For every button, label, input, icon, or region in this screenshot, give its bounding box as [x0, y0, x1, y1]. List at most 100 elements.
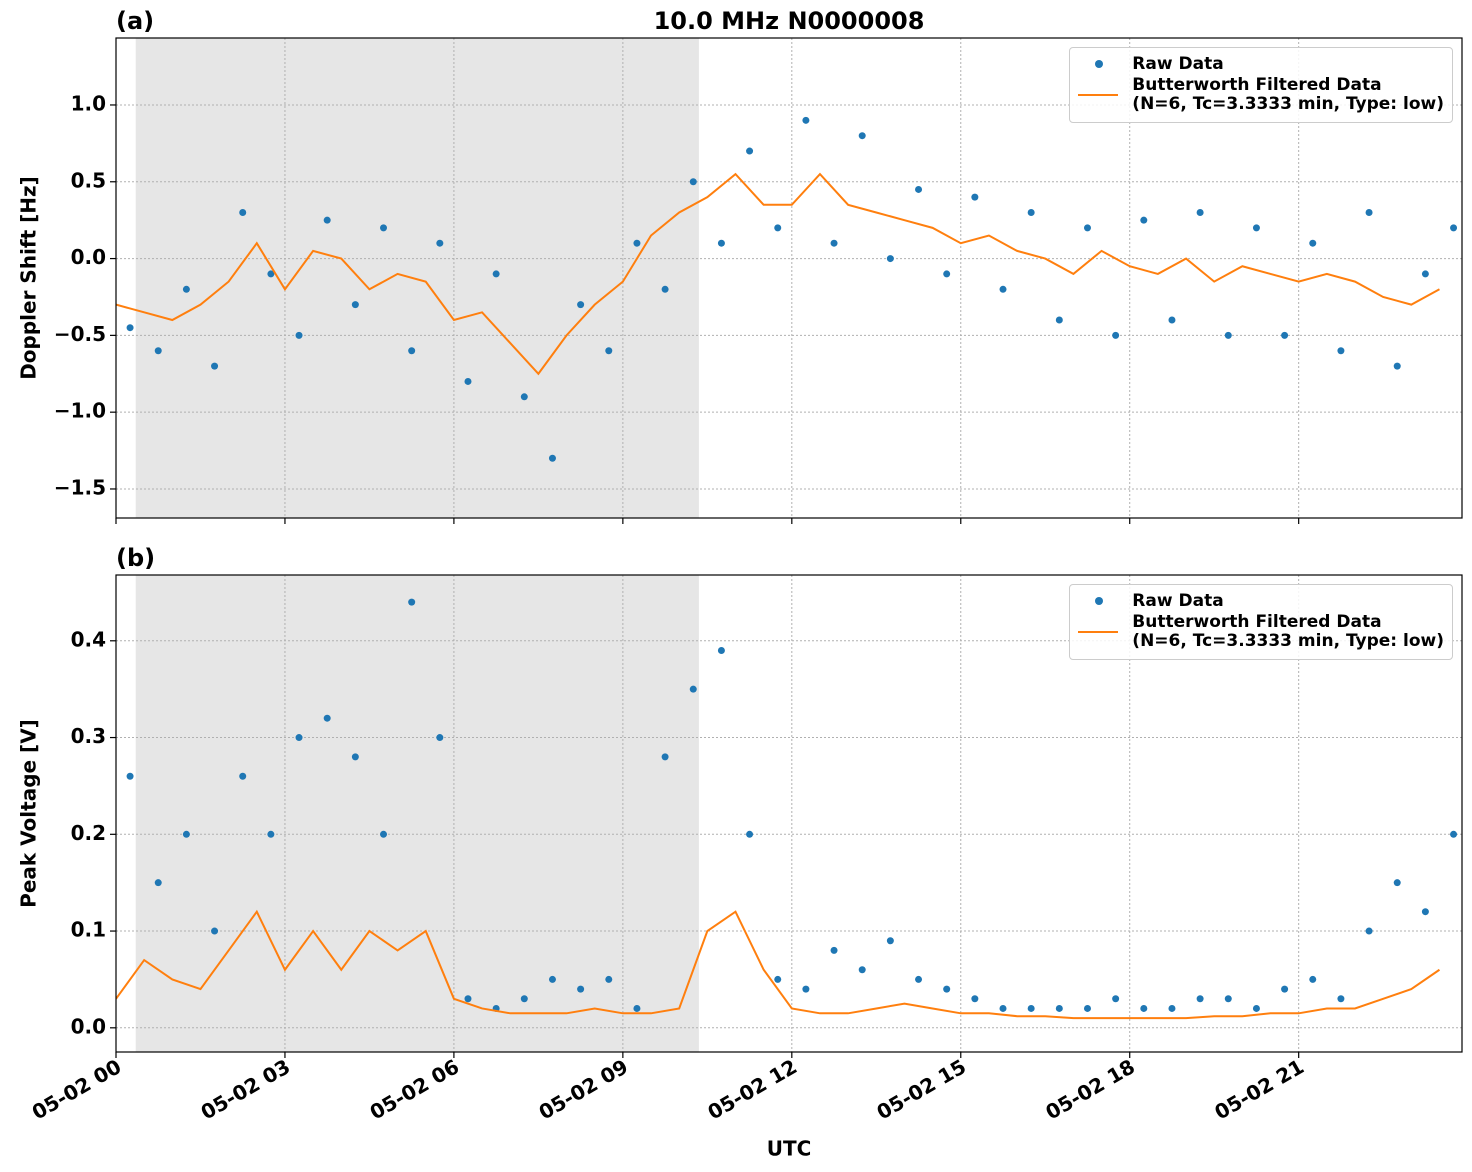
legend-key: [1078, 54, 1120, 74]
raw-point: [1055, 316, 1063, 324]
raw-point: [126, 324, 134, 332]
raw-point: [267, 270, 275, 278]
legend-key: [1078, 622, 1120, 642]
raw-point: [605, 347, 613, 355]
legend-line: [1078, 631, 1119, 633]
raw-point: [520, 995, 528, 1003]
raw-point: [605, 975, 613, 983]
raw-point: [1309, 975, 1317, 983]
x-tick-label: 05-02 00: [28, 1054, 126, 1124]
raw-point: [886, 937, 894, 945]
raw-point: [1365, 208, 1373, 216]
raw-point: [1224, 995, 1232, 1003]
raw-point: [689, 685, 697, 693]
raw-point: [943, 270, 951, 278]
legend: Raw Data Butterworth Filtered Data (N=6, …: [1069, 584, 1453, 660]
y-tick-label: 1.0: [71, 91, 106, 115]
raw-point: [999, 285, 1007, 293]
y-axis-label: Peak Voltage [V]: [17, 719, 41, 908]
raw-point: [267, 830, 275, 838]
raw-point: [351, 753, 359, 761]
legend-line: [1078, 94, 1119, 96]
night-shade: [135, 575, 699, 1052]
y-tick-label: 0.0: [71, 1014, 106, 1038]
raw-point: [436, 239, 444, 247]
raw-point: [211, 362, 219, 370]
raw-point: [295, 331, 303, 339]
raw-point: [858, 966, 866, 974]
raw-point: [408, 347, 416, 355]
raw-point: [717, 239, 725, 247]
y-tick-label: −1.0: [54, 399, 106, 423]
raw-point: [1421, 270, 1429, 278]
raw-point: [830, 239, 838, 247]
raw-point: [633, 239, 641, 247]
y-axis-label: Doppler Shift [Hz]: [17, 176, 41, 380]
x-axis-label: UTC: [767, 1137, 812, 1161]
plot-area: [116, 598, 1458, 1020]
x-tick-label: 05-02 15: [872, 1054, 970, 1124]
raw-point: [1083, 1004, 1091, 1012]
legend-key: [1078, 591, 1120, 611]
filtered-line: [116, 172, 1440, 376]
raw-point: [774, 224, 782, 232]
raw-point: [915, 185, 923, 193]
raw-point: [126, 772, 134, 780]
raw-point: [746, 830, 754, 838]
raw-point: [1112, 995, 1120, 1003]
night-shade: [135, 38, 699, 518]
y-tick-label: 0.2: [71, 821, 106, 845]
x-tick-label: 05-02 18: [1041, 1054, 1139, 1124]
raw-point: [1393, 879, 1401, 887]
raw-point: [1365, 927, 1373, 935]
raw-point: [802, 116, 810, 124]
raw-point: [380, 224, 388, 232]
x-tick-label: 05-02 21: [1210, 1054, 1308, 1124]
raw-point: [182, 830, 190, 838]
raw-point: [1112, 331, 1120, 339]
x-tick-label: 05-02 12: [704, 1054, 802, 1124]
y-tick-label: −0.5: [54, 322, 106, 346]
raw-point: [1393, 362, 1401, 370]
legend-entry: Butterworth Filtered Data (N=6, Tc=3.333…: [1078, 76, 1444, 114]
raw-point: [1168, 1004, 1176, 1012]
raw-point: [915, 975, 923, 983]
y-tick-label: −1.5: [54, 475, 106, 499]
legend-key: [1078, 85, 1120, 105]
raw-point: [1450, 830, 1458, 838]
legend-entry: Raw Data: [1078, 591, 1444, 611]
y-tick-label: 0.5: [71, 168, 106, 192]
raw-point: [999, 1004, 1007, 1012]
raw-point: [1140, 216, 1148, 224]
legend-entry: Raw Data: [1078, 54, 1444, 74]
filtered-line: [116, 909, 1441, 1020]
chart-title: 10.0 MHz N0000008: [654, 7, 925, 35]
raw-point: [1421, 908, 1429, 916]
raw-point: [1196, 995, 1204, 1003]
x-tick-label: 05-02 06: [366, 1054, 464, 1124]
raw-point: [858, 132, 866, 140]
x-tick-label: 05-02 03: [197, 1054, 295, 1124]
raw-point: [492, 270, 500, 278]
legend-dot: [1095, 60, 1104, 68]
y-tick-label: 0.0: [71, 245, 106, 269]
axes-frame: [115, 574, 1463, 1053]
raw-point: [1309, 239, 1317, 247]
raw-point: [1224, 331, 1232, 339]
raw-point: [182, 285, 190, 293]
raw-point: [154, 347, 162, 355]
legend-dot: [1095, 597, 1104, 605]
raw-point: [1196, 208, 1204, 216]
raw-point: [323, 216, 331, 224]
raw-point: [774, 975, 782, 983]
raw-point: [1027, 208, 1035, 216]
raw-point: [1337, 995, 1345, 1003]
raw-point: [971, 995, 979, 1003]
raw-point: [1252, 1004, 1260, 1012]
raw-point: [689, 178, 697, 186]
raw-point: [548, 454, 556, 462]
raw-point: [886, 255, 894, 263]
raw-point: [295, 734, 303, 742]
